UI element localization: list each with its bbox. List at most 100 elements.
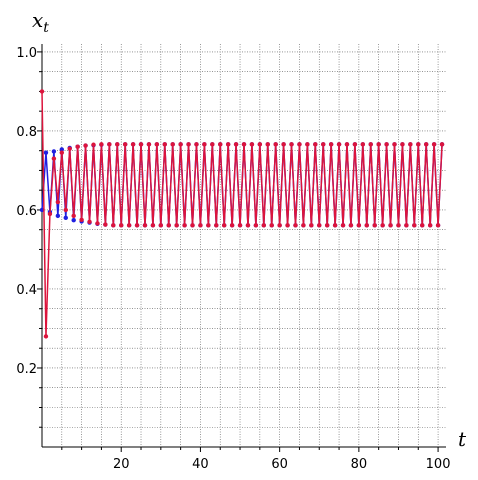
series-2-point [376,142,380,146]
series-2-point [420,223,424,227]
y-axis-title: xt [32,8,49,36]
series-2-point [99,142,103,146]
series-2-point [155,142,159,146]
series-2-point [103,222,107,226]
tick-marks [37,52,438,452]
x-tick-label: 60 [271,457,288,472]
y-tick-label: 0.8 [16,125,37,140]
series-2-point [127,223,131,227]
series-2-point [95,221,99,225]
series-2-point [365,223,369,227]
series-2-point [111,223,115,227]
series-2-point [178,142,182,146]
series-2-point [357,223,361,227]
series-2-point [198,223,202,227]
series-2-point [313,142,317,146]
series-2-point [151,223,155,227]
grid [42,44,446,447]
series-2-point [361,142,365,146]
series-2-point [119,223,123,227]
series-2-point [369,142,373,146]
series-2-point [416,142,420,146]
series-2-point [60,150,64,154]
series-2-point [412,223,416,227]
series-2-point [317,223,321,227]
x-tick-label: 80 [351,457,368,472]
y-axis-title-main: x [32,8,43,32]
series-2-point [242,142,246,146]
series-2-point [123,142,127,146]
series-2-point [400,142,404,146]
series-2-point [305,142,309,146]
series-2-point [380,223,384,227]
series-2-point [309,223,313,227]
series-2-point [325,223,329,227]
series-2-point [131,142,135,146]
series-2-point [373,223,377,227]
series-2-point [48,212,52,216]
series-2-point [289,142,293,146]
series-2-point [159,223,163,227]
series-2-point [293,223,297,227]
series-2-point [68,147,72,151]
series-2-point [210,142,214,146]
series-2-point [182,223,186,227]
series-2-point [174,223,178,227]
y-tick-label: 0.2 [16,362,37,377]
y-axis-title-subscript: t [43,20,49,36]
series-2-point [87,220,91,224]
series-2-point [301,223,305,227]
series-1-point [64,216,68,220]
x-axis-title: t [458,427,467,451]
series-2-point [440,142,444,146]
series-2-point [273,142,277,146]
series-2-point [115,142,119,146]
series-2-point [384,142,388,146]
series-2-point [238,223,242,227]
series-2-point [297,142,301,146]
series-2-point [246,223,250,227]
series-2-point [64,208,68,212]
y-tick-label: 0.4 [16,283,37,298]
series-2-point [281,142,285,146]
series-2-point [345,142,349,146]
series-2-point [262,223,266,227]
series-1-point [71,218,75,222]
series-2-point [436,223,440,227]
series-2-point [163,142,167,146]
series-2-point [392,142,396,146]
series-2-point [202,142,206,146]
series-2-point [396,223,400,227]
series-2-point [40,89,44,93]
series-2-point [206,223,210,227]
series-2-point [349,223,353,227]
x-tick-label: 100 [426,457,451,472]
series-2-point [270,223,274,227]
series-2-point [230,223,234,227]
series-2-point [226,142,230,146]
series-2-point [194,142,198,146]
series-2-point [333,223,337,227]
series-2-line [42,91,442,336]
series-1-point [56,214,60,218]
series-2-point [91,143,95,147]
series-1-point [52,149,56,153]
series-2-point [266,142,270,146]
series-2-point [277,223,281,227]
y-tick-label: 1.0 [16,46,37,61]
series-2-point [218,142,222,146]
series [40,89,444,338]
series-2-point [432,142,436,146]
series-2-point [71,214,75,218]
series-2-point [341,223,345,227]
series-2-point [234,142,238,146]
series-2-point [353,142,357,146]
series-2-point [135,223,139,227]
series-2-point [167,223,171,227]
series-2-point [143,223,147,227]
series-2-point [424,142,428,146]
series-2-point [250,142,254,146]
series-2-point [408,142,412,146]
series-2-point [139,142,143,146]
series-2-point [258,142,262,146]
